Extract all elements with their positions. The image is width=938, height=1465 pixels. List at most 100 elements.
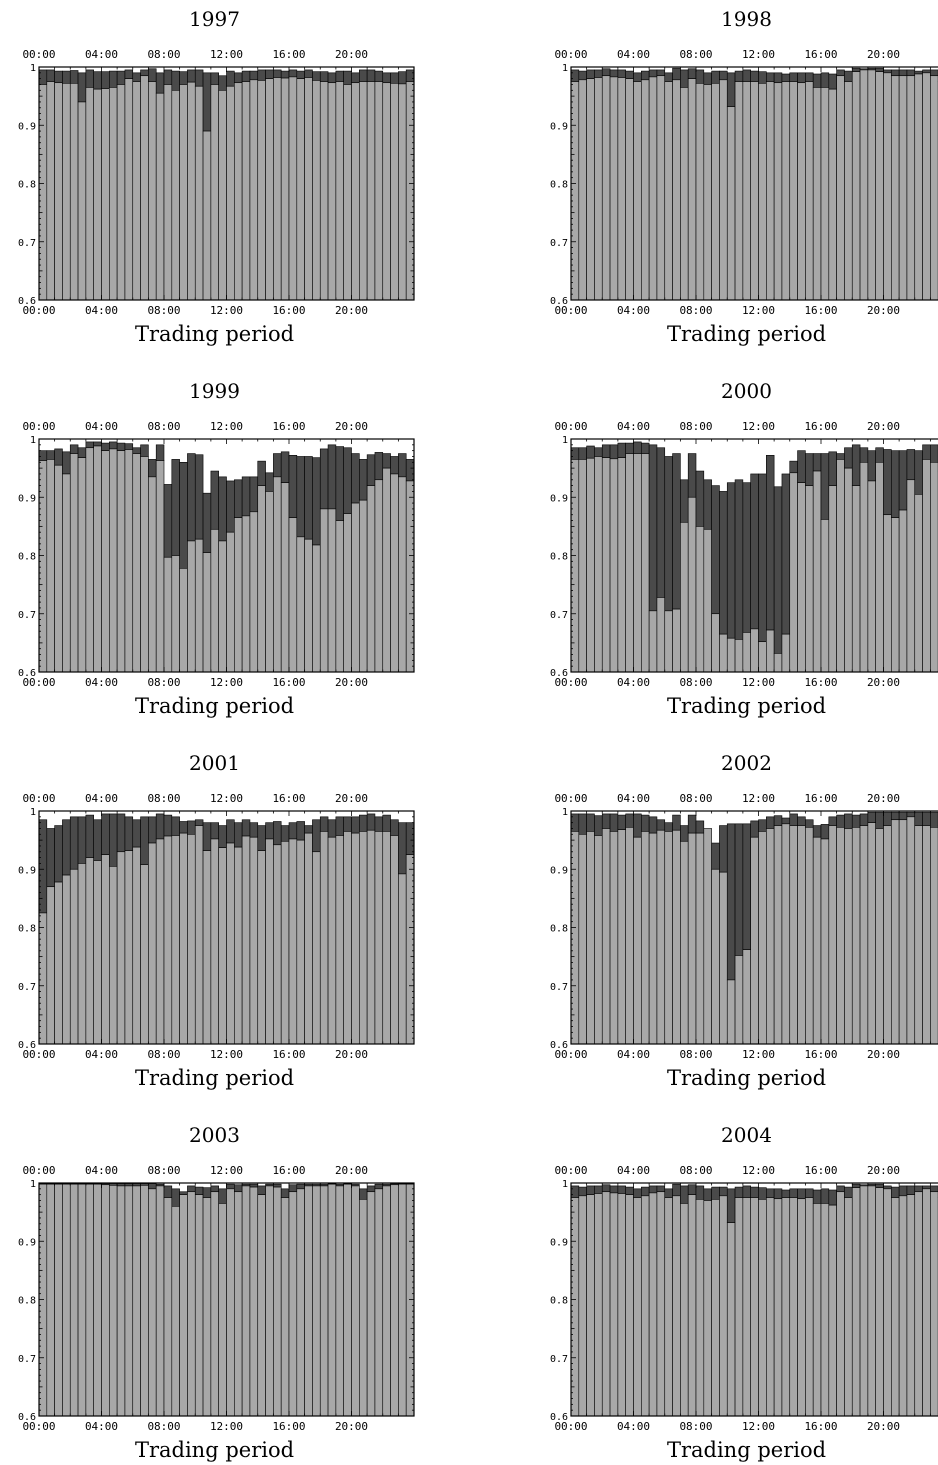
- bar-light: [132, 453, 141, 672]
- bar-light: [116, 450, 126, 672]
- bar-dark: [750, 70, 759, 82]
- bar-light: [797, 82, 806, 300]
- bar-light: [883, 514, 892, 672]
- bar-light: [312, 80, 321, 300]
- bar-light: [578, 833, 587, 1044]
- x-tick-label-top: 04:00: [617, 792, 650, 805]
- bar-dark: [39, 450, 48, 461]
- bar-dark: [374, 70, 384, 82]
- bar-light: [351, 1185, 360, 1416]
- bar-dark: [366, 1185, 376, 1193]
- bar-dark: [39, 819, 48, 914]
- bar-light: [625, 78, 634, 300]
- bar-dark: [859, 447, 869, 463]
- chart-panel-1997: 00:00 00:00 04:00 04:00 08:00 08:00 12:00 12:00…: [18, 7, 415, 346]
- bar-dark: [898, 1185, 908, 1197]
- bar-light: [359, 831, 368, 1044]
- bar-dark: [194, 1186, 204, 1195]
- chart-title: 2001: [189, 751, 240, 775]
- y-tick-label: 0.7: [550, 238, 568, 249]
- chart-panel-2004: 00:00 00:00 04:00 04:00 08:00 08:00 12:00 12:00…: [550, 1123, 938, 1462]
- bar-light: [750, 836, 759, 1044]
- bar-light: [241, 515, 251, 672]
- bar-light: [633, 81, 642, 300]
- bar-light: [891, 1197, 900, 1416]
- bar-light: [249, 1186, 259, 1416]
- bar-light: [609, 76, 619, 300]
- bar-group: [39, 68, 414, 300]
- bar-dark: [625, 813, 634, 828]
- bar-dark: [805, 453, 814, 486]
- x-tick-label-top: 08:00: [679, 1164, 712, 1177]
- bar-dark: [116, 442, 126, 451]
- bar-light: [218, 540, 227, 672]
- y-tick-label: 0.9: [550, 1237, 568, 1248]
- bar-dark: [77, 447, 87, 458]
- bar-dark: [617, 1185, 626, 1194]
- bar-dark: [828, 451, 837, 486]
- bar-light: [405, 81, 414, 300]
- bar-light: [390, 1184, 399, 1416]
- x-tick-label-bottom: 08:00: [679, 676, 712, 689]
- x-tick-label-top: 04:00: [617, 48, 650, 61]
- x-tick-label-top: 00:00: [554, 792, 587, 805]
- y-tick-label: 0.7: [550, 1354, 568, 1365]
- bar-light: [85, 447, 94, 672]
- bar-light: [875, 71, 884, 300]
- bar-group: [39, 813, 414, 1044]
- bar-light: [922, 825, 931, 1044]
- bar-light: [773, 825, 783, 1044]
- bar-dark: [390, 456, 399, 475]
- bar-dark: [343, 70, 352, 85]
- chart-title: 2000: [721, 379, 772, 403]
- bar-dark: [758, 1187, 767, 1200]
- bar-dark: [734, 823, 744, 956]
- bar-light: [374, 81, 384, 300]
- bar-dark: [218, 75, 227, 91]
- bar-dark: [187, 1185, 196, 1193]
- bar-light: [734, 81, 744, 300]
- bar-dark: [69, 444, 79, 454]
- bar-dark: [148, 68, 157, 82]
- x-tick-label-top: 04:00: [617, 420, 650, 433]
- bar-light: [914, 1191, 923, 1416]
- bar-light: [374, 1188, 384, 1416]
- x-tick-label-bottom: 12:00: [742, 1420, 775, 1433]
- bar-light: [726, 637, 736, 672]
- bar-dark: [194, 69, 204, 87]
- bar-light: [257, 80, 266, 300]
- bar-light: [680, 840, 689, 1044]
- bar-dark: [335, 70, 344, 82]
- bar-dark: [218, 476, 227, 542]
- bar-light: [327, 836, 337, 1044]
- bar-light: [288, 838, 298, 1044]
- bar-light: [210, 84, 219, 300]
- bar-light: [405, 1183, 414, 1416]
- y-tick-label: 0.9: [18, 493, 36, 504]
- bar-dark: [797, 1188, 806, 1200]
- bar-light: [312, 851, 321, 1044]
- bar-dark: [711, 70, 720, 84]
- y-tick-label: 0.6: [18, 296, 36, 307]
- x-tick-label-top: 20:00: [867, 420, 900, 433]
- bar-light: [930, 461, 938, 672]
- bar-dark: [695, 820, 705, 834]
- bar-dark: [766, 455, 775, 631]
- bar-dark: [601, 68, 611, 77]
- bar-light: [773, 1198, 783, 1416]
- bar-dark: [742, 482, 751, 633]
- bar-light: [171, 90, 180, 300]
- bar-light: [69, 453, 79, 672]
- bar-dark: [734, 70, 744, 82]
- bar-light: [664, 81, 673, 300]
- bar-light: [304, 77, 313, 300]
- bar-light: [633, 836, 642, 1044]
- bar-dark: [828, 1189, 837, 1206]
- bar-dark: [836, 814, 845, 828]
- bar-dark: [633, 1188, 642, 1198]
- bar-light: [194, 85, 204, 300]
- bar-light: [257, 850, 266, 1044]
- x-tick-label-top: 00:00: [554, 420, 587, 433]
- bar-dark: [226, 1183, 235, 1190]
